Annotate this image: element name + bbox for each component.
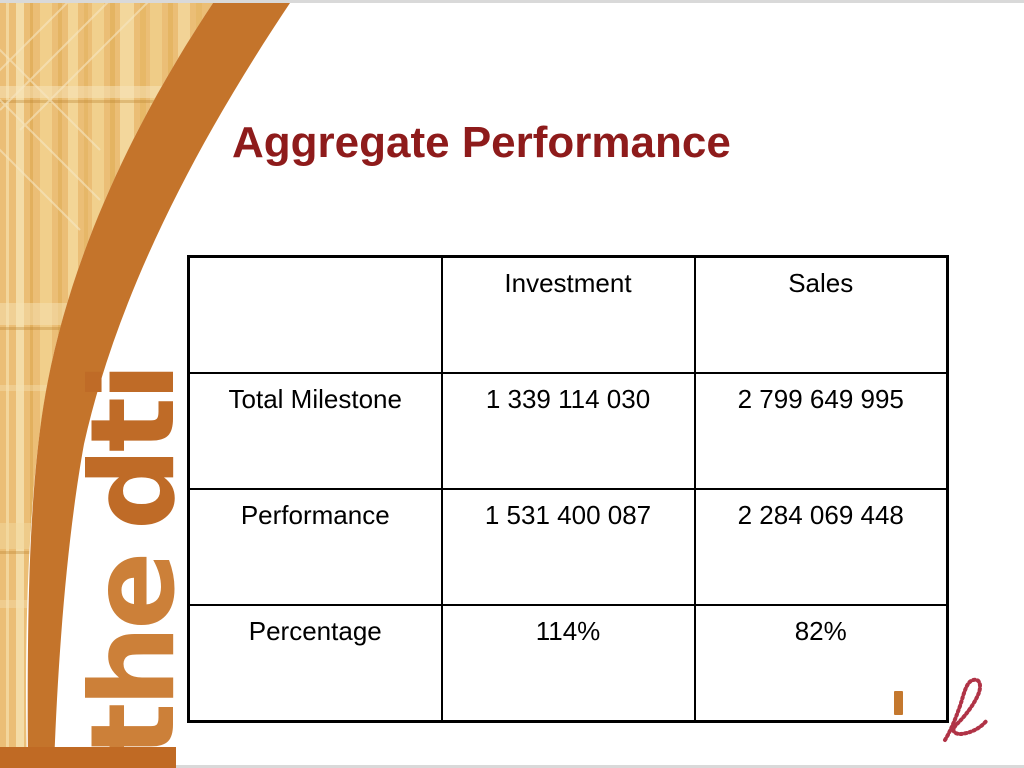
sidebar-artwork xyxy=(0,0,293,768)
dti-logo-the: the xyxy=(66,556,201,758)
dti-logo: the dti xyxy=(66,356,201,758)
table-header-row: Investment Sales xyxy=(187,255,949,374)
cell-total-milestone-investment: 1 339 114 030 xyxy=(440,372,696,490)
row-label-total-milestone: Total Milestone xyxy=(187,372,443,490)
cell-performance-sales: 2 284 069 448 xyxy=(693,488,949,606)
bottom-left-orange-bar xyxy=(0,747,176,768)
cell-total-milestone-sales: 2 799 649 995 xyxy=(693,372,949,490)
table-row-percentage: Percentage 114% 82% xyxy=(187,604,949,723)
cell-percentage-investment: 114% xyxy=(440,604,696,723)
aggregate-performance-table: Investment Sales Total Milestone 1 339 1… xyxy=(187,255,949,723)
dti-logo-dti: dti xyxy=(66,367,201,531)
table-row-total-milestone: Total Milestone 1 339 114 030 2 799 649 … xyxy=(187,372,949,490)
slide-title: Aggregate Performance xyxy=(232,118,731,167)
swoosh-curve xyxy=(27,0,293,768)
header-cell-empty xyxy=(187,255,443,374)
table-row-performance: Performance 1 531 400 087 2 284 069 448 xyxy=(187,488,949,606)
row-label-performance: Performance xyxy=(187,488,443,606)
awareness-ribbon-icon xyxy=(943,677,989,742)
slide-top-border xyxy=(0,0,1024,3)
cell-percentage-sales: 82% xyxy=(693,604,949,723)
row-label-percentage: Percentage xyxy=(187,604,443,723)
cell-performance-investment: 1 531 400 087 xyxy=(440,488,696,606)
header-cell-sales: Sales xyxy=(693,255,949,374)
orange-dash xyxy=(894,691,903,715)
header-cell-investment: Investment xyxy=(440,255,696,374)
slide-bottom-border xyxy=(0,765,1024,768)
